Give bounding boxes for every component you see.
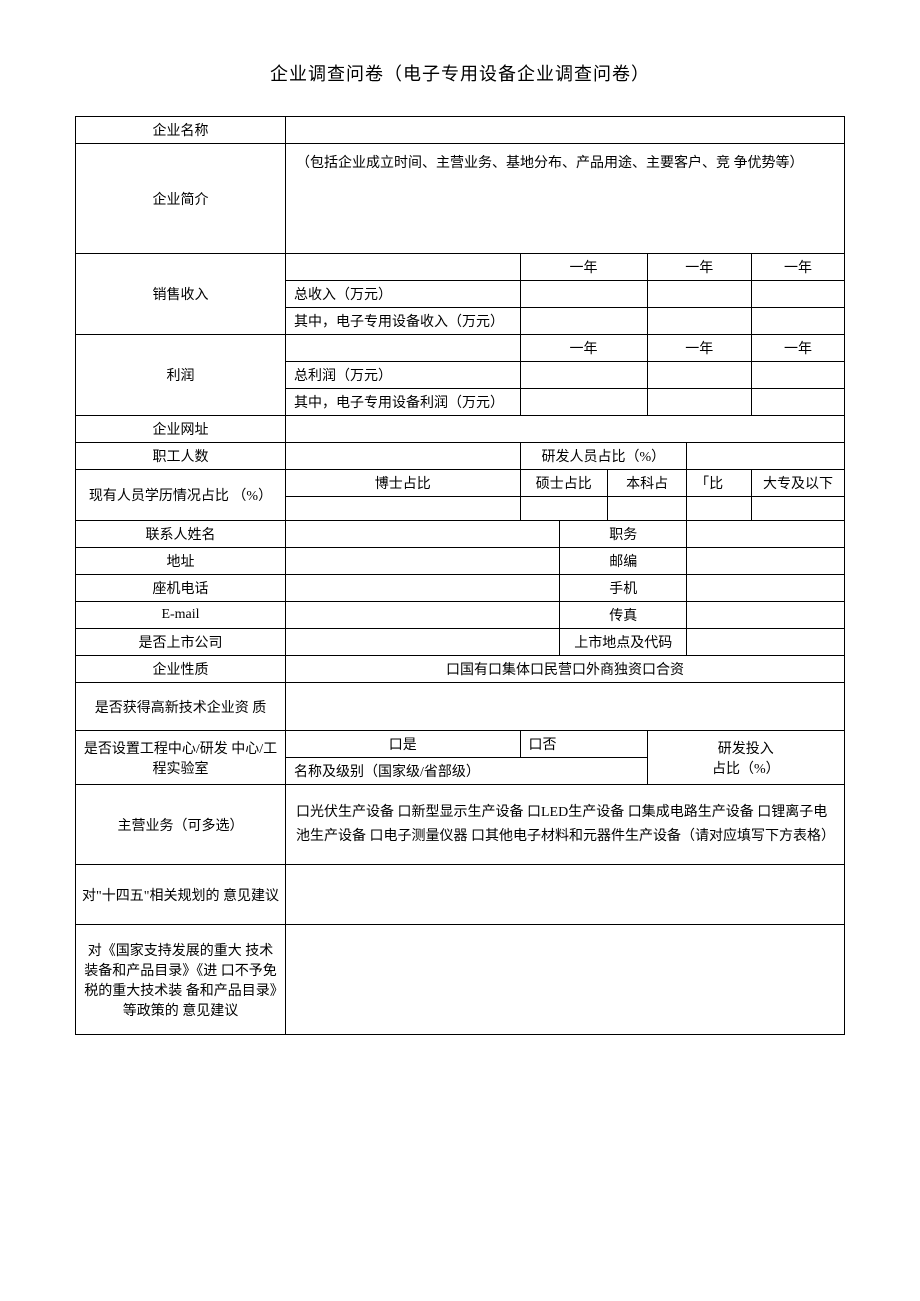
year-1p: 一年 (520, 335, 647, 362)
label-total-profit: 总利润（万元） (286, 362, 521, 389)
field-position[interactable] (687, 521, 845, 548)
label-listing-code: 上市地点及代码 (560, 629, 687, 656)
label-college: 大专及以下 (751, 470, 844, 497)
label-mobile: 手机 (560, 575, 687, 602)
label-listed: 是否上市公司 (76, 629, 286, 656)
field-website[interactable] (286, 416, 845, 443)
label-fax: 传真 (560, 602, 687, 629)
year-3: 一年 (751, 254, 844, 281)
checkbox-no[interactable]: 口否 (520, 731, 647, 758)
label-landline: 座机电话 (76, 575, 286, 602)
field-bachelor[interactable] (608, 497, 687, 521)
label-main-biz: 主营业务（可多选） (76, 785, 286, 865)
label-rd-ratio: 研发人员占比（%） (520, 443, 687, 470)
field-nature[interactable]: 口国有口集体口民营口外商独资口合资 (286, 656, 845, 683)
field-elec-income-3[interactable] (751, 308, 844, 335)
page-title: 企业调查问卷（电子专用设备企业调查问卷） (75, 60, 845, 86)
field-company-intro[interactable]: （包括企业成立时间、主营业务、基地分布、产品用途、主要客户、竞 争优势等） (286, 144, 845, 254)
year-1: 一年 (520, 254, 647, 281)
label-elec-income: 其中，电子专用设备收入（万元） (286, 308, 521, 335)
field-master[interactable] (520, 497, 608, 521)
field-employees[interactable] (286, 443, 521, 470)
year-3p: 一年 (751, 335, 844, 362)
field-phd[interactable] (286, 497, 521, 521)
year-2: 一年 (647, 254, 751, 281)
field-policy-advice[interactable] (286, 925, 845, 1035)
year-2p: 一年 (647, 335, 751, 362)
field-plan-advice[interactable] (286, 865, 845, 925)
field-total-income-3[interactable] (751, 281, 844, 308)
field-elec-income-1[interactable] (520, 308, 647, 335)
label-address: 地址 (76, 548, 286, 575)
field-mobile[interactable] (687, 575, 845, 602)
field-listed[interactable] (286, 629, 560, 656)
label-postcode: 邮编 (560, 548, 687, 575)
survey-table: 企业名称 企业简介 （包括企业成立时间、主营业务、基地分布、产品用途、主要客户、… (75, 116, 845, 1035)
field-postcode[interactable] (687, 548, 845, 575)
label-elec-profit: 其中，电子专用设备利润（万元） (286, 389, 521, 416)
field-listing-code[interactable] (687, 629, 845, 656)
field-elec-profit-2[interactable] (647, 389, 751, 416)
field-company-name[interactable] (286, 117, 845, 144)
label-phd: 博士占比 (286, 470, 521, 497)
field-total-profit-3[interactable] (751, 362, 844, 389)
label-rd-invest: 研发投入占比（%） (647, 731, 844, 785)
field-hitech[interactable] (286, 683, 845, 731)
label-company-intro: 企业简介 (76, 144, 286, 254)
label-master: 硕士占比 (520, 470, 608, 497)
field-elec-income-2[interactable] (647, 308, 751, 335)
label-bachelor-suffix: 「比 (687, 470, 752, 497)
blank (286, 254, 521, 281)
label-rd-center: 是否设置工程中心/研发 中心/工程实验室 (76, 731, 286, 785)
label-email: E-mail (76, 602, 286, 629)
field-total-profit-2[interactable] (647, 362, 751, 389)
label-nature: 企业性质 (76, 656, 286, 683)
label-hitech: 是否获得高新技术企业资 质 (76, 683, 286, 731)
label-sales: 销售收入 (76, 254, 286, 335)
field-main-biz[interactable]: 口光伏生产设备 口新型显示生产设备 口LED生产设备 口集成电路生产设备 口锂离… (286, 785, 845, 865)
field-total-profit-1[interactable] (520, 362, 647, 389)
label-rd-name: 名称及级别（国家级/省部级） (286, 758, 648, 785)
field-email[interactable] (286, 602, 560, 629)
field-rd-ratio[interactable] (687, 443, 845, 470)
checkbox-yes[interactable]: 口是 (286, 731, 521, 758)
field-bachelor2[interactable] (687, 497, 752, 521)
label-total-income: 总收入（万元） (286, 281, 521, 308)
field-address[interactable] (286, 548, 560, 575)
field-total-income-2[interactable] (647, 281, 751, 308)
label-employees: 职工人数 (76, 443, 286, 470)
label-plan-advice: 对"十四五"相关规划的 意见建议 (76, 865, 286, 925)
label-profit: 利润 (76, 335, 286, 416)
label-policy-advice: 对《国家支持发展的重大 技术装备和产品目录》《进 口不予免税的重大技术装 备和产… (76, 925, 286, 1035)
label-bachelor: 本科占 (608, 470, 687, 497)
field-elec-profit-1[interactable] (520, 389, 647, 416)
field-contact[interactable] (286, 521, 560, 548)
label-position: 职务 (560, 521, 687, 548)
blank (286, 335, 521, 362)
field-fax[interactable] (687, 602, 845, 629)
field-elec-profit-3[interactable] (751, 389, 844, 416)
field-landline[interactable] (286, 575, 560, 602)
label-website: 企业网址 (76, 416, 286, 443)
label-edu-ratio: 现有人员学历情况占比 （%） (76, 470, 286, 521)
label-contact: 联系人姓名 (76, 521, 286, 548)
field-college[interactable] (751, 497, 844, 521)
field-total-income-1[interactable] (520, 281, 647, 308)
label-company-name: 企业名称 (76, 117, 286, 144)
